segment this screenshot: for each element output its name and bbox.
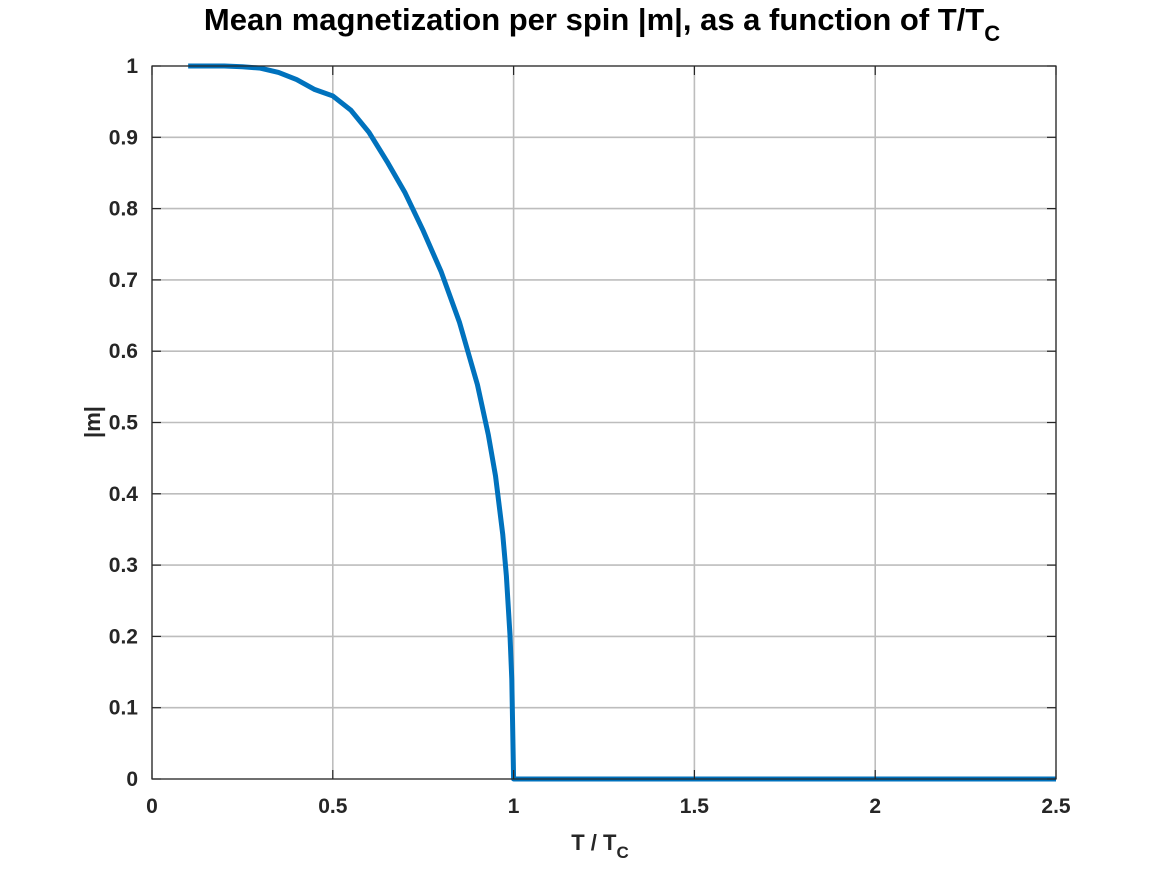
x-axis-label-main: T / T [571, 830, 617, 855]
y-tick-label-7: 0.7 [109, 269, 138, 292]
x-tick-label-3: 1.5 [680, 795, 710, 818]
y-axis-label: |m| [80, 406, 105, 438]
x-tick-label-5: 2.5 [1041, 795, 1071, 818]
x-tick-label-0: 0 [146, 795, 158, 818]
chart-title-main: Mean magnetization per spin |m|, as a fu… [204, 2, 984, 37]
axes: 0 0.5 1 1.5 2 2.5 0 0.1 0.2 0.3 0.4 0.5 0.6 0.7 0.8 0.9… [109, 55, 1071, 818]
x-tick-label-2: 1 [508, 795, 520, 818]
y-tick-label-0: 0 [126, 768, 138, 791]
y-tick-label-5: 0.5 [109, 412, 139, 435]
y-tick-label-3: 0.3 [109, 554, 138, 577]
y-tick-label-10: 1 [126, 55, 138, 78]
y-tick-label-1: 0.1 [109, 697, 139, 720]
x-tick-label-1: 0.5 [318, 795, 348, 818]
y-tick-label-4: 0.4 [109, 483, 139, 506]
y-tick-label-2: 0.2 [109, 625, 138, 648]
y-tick-label-8: 0.8 [109, 198, 139, 221]
x-axis-label-subscript: C [616, 843, 628, 862]
y-tick-label-6: 0.6 [109, 340, 138, 363]
plot-area [188, 63, 1056, 782]
y-tick-label-9: 0.9 [109, 126, 138, 149]
chart-title: Mean magnetization per spin |m|, as a fu… [204, 2, 1000, 46]
x-tick-label-4: 2 [869, 795, 881, 818]
chart-title-subscript: C [984, 21, 1000, 46]
series-line-0 [188, 63, 1056, 782]
labels: Mean magnetization per spin |m|, as a fu… [80, 2, 1000, 862]
x-axis-label: T / TC [571, 830, 629, 862]
grid-lines [151, 65, 1057, 780]
